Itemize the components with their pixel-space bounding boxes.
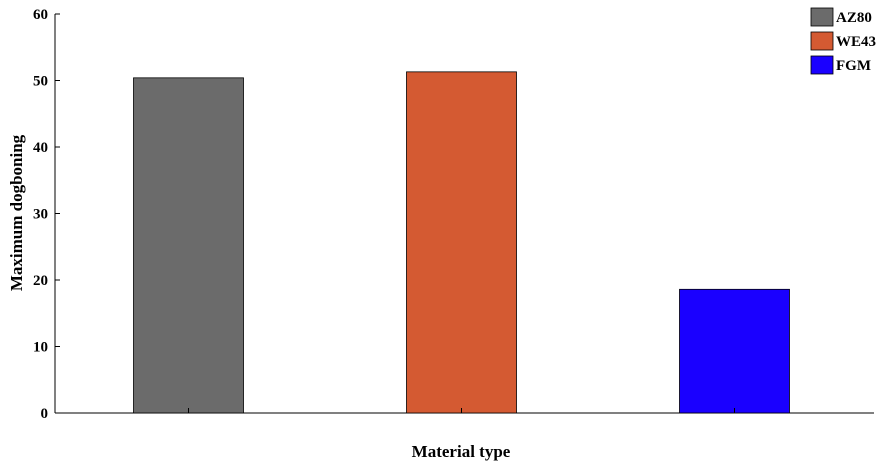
y-tick-label: 60 <box>33 7 48 23</box>
y-axis-label: Maximum dogboning <box>7 134 26 291</box>
bar-we43 <box>406 71 517 414</box>
bars <box>133 71 790 414</box>
y-ticks: 0 10 20 30 40 50 60 <box>33 7 60 422</box>
y-tick-label: 10 <box>33 340 48 356</box>
y-tick-label: 40 <box>33 140 48 156</box>
legend: AZ80 WE43 FGM <box>810 7 876 75</box>
bar-az80 <box>133 77 244 414</box>
y-tick-label: 50 <box>33 74 48 90</box>
y-tick-label: 20 <box>33 273 48 289</box>
bar-fgm <box>679 288 790 414</box>
x-ticks <box>188 408 735 413</box>
plot-area: 0 10 20 30 40 50 60 <box>33 7 874 422</box>
legend-swatch-we43 <box>810 31 834 51</box>
y-tick-label: 30 <box>33 207 48 223</box>
legend-swatch-az80 <box>810 7 834 27</box>
legend-swatch-fgm <box>810 55 834 75</box>
y-tick-label: 0 <box>41 406 49 422</box>
legend-label-az80: AZ80 <box>836 10 872 26</box>
x-axis-label: Material type <box>412 442 511 461</box>
legend-label-we43: WE43 <box>836 34 876 50</box>
legend-label-fgm: FGM <box>836 58 871 74</box>
